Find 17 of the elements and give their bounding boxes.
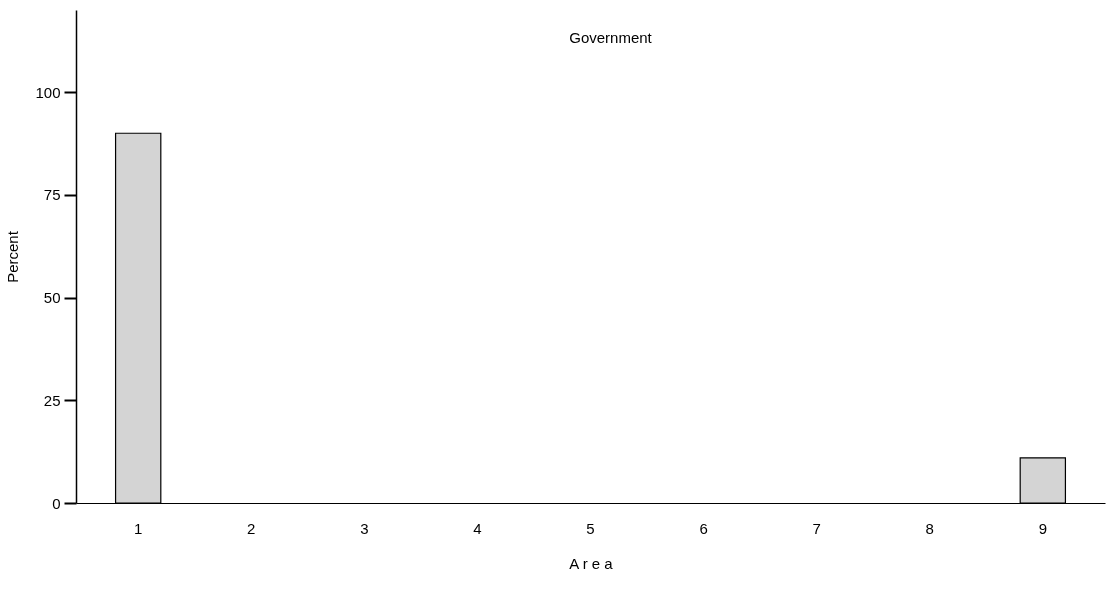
y-tick-label: 100 [35,83,61,101]
y-tick-label: 25 [43,391,61,409]
y-axis-title: Percent [4,230,22,283]
x-tick-label: 4 [473,519,482,537]
x-tick-label: 8 [925,519,934,537]
x-tick-label: 9 [1038,519,1047,537]
y-tick-label: 0 [52,494,61,512]
x-tick-label: 1 [134,519,143,537]
y-tick-label: 50 [43,289,61,307]
x-tick-label: 3 [360,519,369,537]
text: Government [569,29,653,46]
x-tick-label: 5 [586,519,595,537]
x-tick-label: 6 [699,519,708,537]
x-tick-label: 7 [812,519,821,537]
y-tick-label: 75 [43,186,61,204]
x-axis-title: A r e a [569,554,614,572]
x-tick-label: 2 [247,519,256,537]
